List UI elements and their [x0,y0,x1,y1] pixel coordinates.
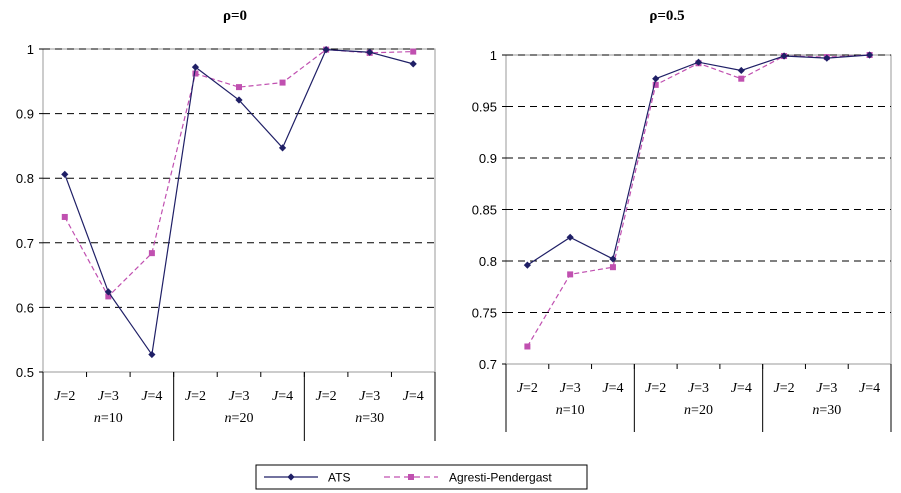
x-group-label: n=20 [684,403,713,418]
y-tick-label: 0.85 [472,203,497,218]
x-group-label: n=30 [355,411,384,426]
y-tick-label: 0.9 [16,107,34,122]
y-tick-label: 1 [27,42,34,57]
legend-label-ats: ATS [328,471,350,485]
x-category-label: J=3 [816,381,837,396]
x-category-label: J=2 [645,381,666,396]
x-category-label: J=3 [688,381,709,396]
x-category-label: J=3 [98,389,119,404]
x-group-label: n=20 [225,411,254,426]
y-tick-label: 0.7 [16,236,34,251]
data-point-ats [278,144,287,152]
x-category-label: J=3 [228,389,249,404]
data-point-ats [823,54,831,62]
data-point-agresti-pendergast [236,84,242,91]
x-category-label: J=3 [560,381,581,396]
x-category-label: J=4 [859,381,880,396]
y-tick-label: 0.95 [472,100,497,115]
data-point-ats [609,255,617,263]
data-point-agresti-pendergast [567,271,574,278]
data-point-ats [235,96,243,104]
data-point-agresti-pendergast [609,264,616,271]
x-category-label: J=4 [602,381,623,396]
x-category-label: J=4 [403,389,424,404]
data-point-ats [652,75,660,83]
data-point-ats [866,51,874,59]
data-point-agresti-pendergast [105,293,112,300]
data-point-ats [61,170,69,178]
x-category-label: J=4 [141,389,162,404]
data-point-ats [566,233,574,241]
data-point-ats [737,66,745,75]
legend-marker-agresti-pendergast [408,474,414,480]
x-category-label: J=2 [185,389,206,404]
y-tick-label: 0.8 [16,171,34,186]
chart-title: ρ=0 [223,8,247,24]
x-group-label: n=10 [556,403,585,418]
data-point-agresti-pendergast [148,250,155,257]
x-category-label: J=2 [316,389,337,404]
data-point-agresti-pendergast [524,343,531,350]
chart-title: ρ=0.5 [649,8,684,24]
data-point-agresti-pendergast [61,213,68,220]
y-tick-label: 0.9 [479,151,497,166]
y-tick-label: 1 [490,48,497,63]
data-point-ats [366,48,374,56]
y-tick-label: 0.75 [472,306,497,321]
data-point-ats [191,63,200,71]
x-group-label: n=30 [812,403,841,418]
y-tick-label: 0.7 [479,357,497,372]
data-point-ats [104,288,112,296]
x-category-label: J=2 [773,381,794,396]
x-category-label: J=4 [731,381,752,396]
data-point-agresti-pendergast [410,48,417,55]
data-point-ats [409,60,417,68]
x-group-label: n=10 [94,411,123,426]
data-point-agresti-pendergast [652,81,659,88]
data-point-agresti-pendergast [738,75,745,82]
x-category-label: J=3 [359,389,380,404]
y-tick-label: 0.8 [479,254,497,269]
data-point-ats [694,58,703,66]
legend-label-agresti-pendergast: Agresti-Pendergast [449,471,552,485]
chart-rho-0: ρ=0 0.5 0.6 0.7 0.8 0.9 1 J=2 J=3 J=4 J=2 J=3 J=4 J=2… [16,8,436,441]
data-point-ats [322,46,330,54]
x-category-label: J=2 [517,381,538,396]
data-point-ats [148,350,156,359]
data-point-ats [523,261,531,269]
y-tick-label: 0.6 [16,300,34,315]
data-point-ats [780,52,788,60]
chart-rho-0-5: ρ=0.5 0.7 0.75 0.8 0.85 0.9 0.95 1 J=2 J=3 J=4 J=2 J… [472,8,892,432]
data-point-agresti-pendergast [192,70,199,77]
y-tick-label: 0.5 [16,365,34,380]
legend: ATS Agresti-Pendergast [255,464,588,490]
legend-marker-ats [287,473,295,481]
data-point-agresti-pendergast [279,79,286,86]
x-category-label: J=4 [272,389,293,404]
x-category-label: J=2 [54,389,75,404]
